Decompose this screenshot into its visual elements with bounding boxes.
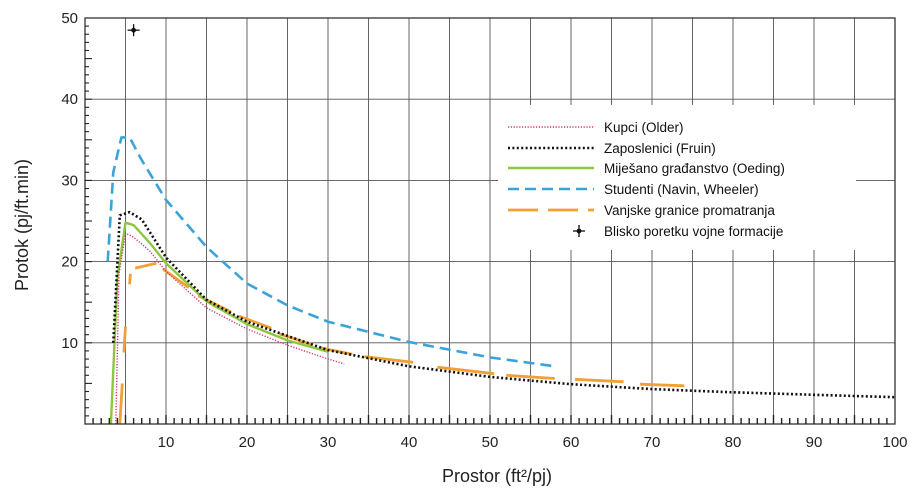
series-line-segment xyxy=(134,261,157,270)
x-tick-label: 70 xyxy=(644,434,661,451)
series-2 xyxy=(109,221,329,425)
series-line-segment xyxy=(639,382,685,388)
y-axis-title: Protok (pj/ft.min) xyxy=(12,159,32,291)
x-axis-title: Prostor (ft²/pj) xyxy=(442,466,552,486)
series-line xyxy=(109,221,329,425)
legend-marker-dot xyxy=(576,228,582,234)
series-line-segment xyxy=(574,377,624,384)
y-tick-label: 30 xyxy=(61,172,78,189)
series-line xyxy=(106,136,555,368)
y-tick-label: 20 xyxy=(61,254,78,271)
x-tick-label: 100 xyxy=(882,434,907,451)
legend-box xyxy=(498,105,856,250)
legend-label: Vanjske granice promatranja xyxy=(604,203,775,218)
legend-label: Miješano građanstvo (Oeding) xyxy=(604,161,785,176)
series-line-segment xyxy=(122,326,127,353)
y-tick-label: 50 xyxy=(61,10,78,27)
legend-label: Zaposlenici (Fruin) xyxy=(604,141,716,156)
point-marker xyxy=(127,24,140,37)
y-tick-label: 10 xyxy=(61,335,78,352)
ticks xyxy=(85,25,888,424)
series-line-segment xyxy=(238,314,272,330)
x-tick-label: 40 xyxy=(401,434,418,451)
series-line-segment xyxy=(161,267,190,289)
series-line xyxy=(112,210,896,399)
y-tick-label: 40 xyxy=(61,91,78,108)
series-line-segment xyxy=(364,355,414,364)
x-tick-label: 80 xyxy=(725,434,742,451)
x-tick-label: 20 xyxy=(239,434,256,451)
series-layer xyxy=(106,24,896,425)
series-line-segment xyxy=(118,383,124,425)
x-tick-label: 90 xyxy=(806,434,823,451)
legend-label: Kupci (Older) xyxy=(604,120,684,135)
series-line-segment xyxy=(128,273,132,285)
legend-label: Blisko poretku vojne formacije xyxy=(604,224,783,239)
x-tick-label: 50 xyxy=(482,434,499,451)
legend-label: Studenti (Navin, Wheeler) xyxy=(604,182,759,197)
x-tick-label: 60 xyxy=(563,434,580,451)
legend: Kupci (Older) Zaposlenici (Fruin) Miješano… xyxy=(498,105,856,250)
series-3 xyxy=(106,136,555,368)
series-1 xyxy=(112,210,896,399)
marker-dot xyxy=(131,27,137,33)
series-line-segment xyxy=(437,365,495,376)
series-line-segment xyxy=(506,373,555,380)
x-tick-label: 10 xyxy=(158,434,175,451)
x-tick-label: 30 xyxy=(320,434,337,451)
tick-labels: 10 20 30 40 50 60 70 80 90 100 10 20 30 40 50 xyxy=(61,10,907,451)
